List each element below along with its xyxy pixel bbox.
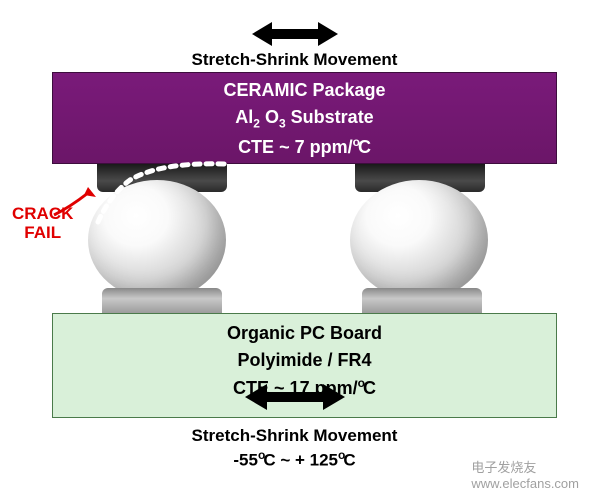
ceramic-package-block: CERAMIC Package Al2 O3 Substrate CTE ~ 7… bbox=[52, 72, 557, 164]
bottom-stretch-label: Stretch-Shrink Movement bbox=[192, 426, 398, 446]
solder-ball-right bbox=[350, 180, 488, 300]
pcb-line2: Polyimide / FR4 bbox=[53, 347, 556, 374]
diagram-wrapper: Stretch-Shrink Movement CERAMIC Package … bbox=[0, 0, 589, 501]
ceramic-line3: CTE ~ 7 ppm/oC bbox=[53, 133, 556, 161]
bottom-pad-right bbox=[362, 288, 482, 314]
pcb-line1: Organic PC Board bbox=[53, 320, 556, 347]
watermark: 电子发烧友 www.elecfans.com bbox=[471, 457, 579, 491]
top-double-arrow bbox=[252, 22, 338, 46]
ceramic-line1: CERAMIC Package bbox=[53, 77, 556, 104]
solder-ball-left bbox=[88, 180, 226, 300]
crack-fail-label: CRACK FAIL bbox=[12, 205, 73, 242]
bottom-temp-range-label: -55oC ~ + 125oC bbox=[233, 448, 355, 471]
top-stretch-label: Stretch-Shrink Movement bbox=[192, 50, 398, 70]
ceramic-line2: Al2 O3 Substrate bbox=[53, 104, 556, 133]
bottom-double-arrow bbox=[245, 384, 345, 410]
bottom-pad-left bbox=[102, 288, 222, 314]
